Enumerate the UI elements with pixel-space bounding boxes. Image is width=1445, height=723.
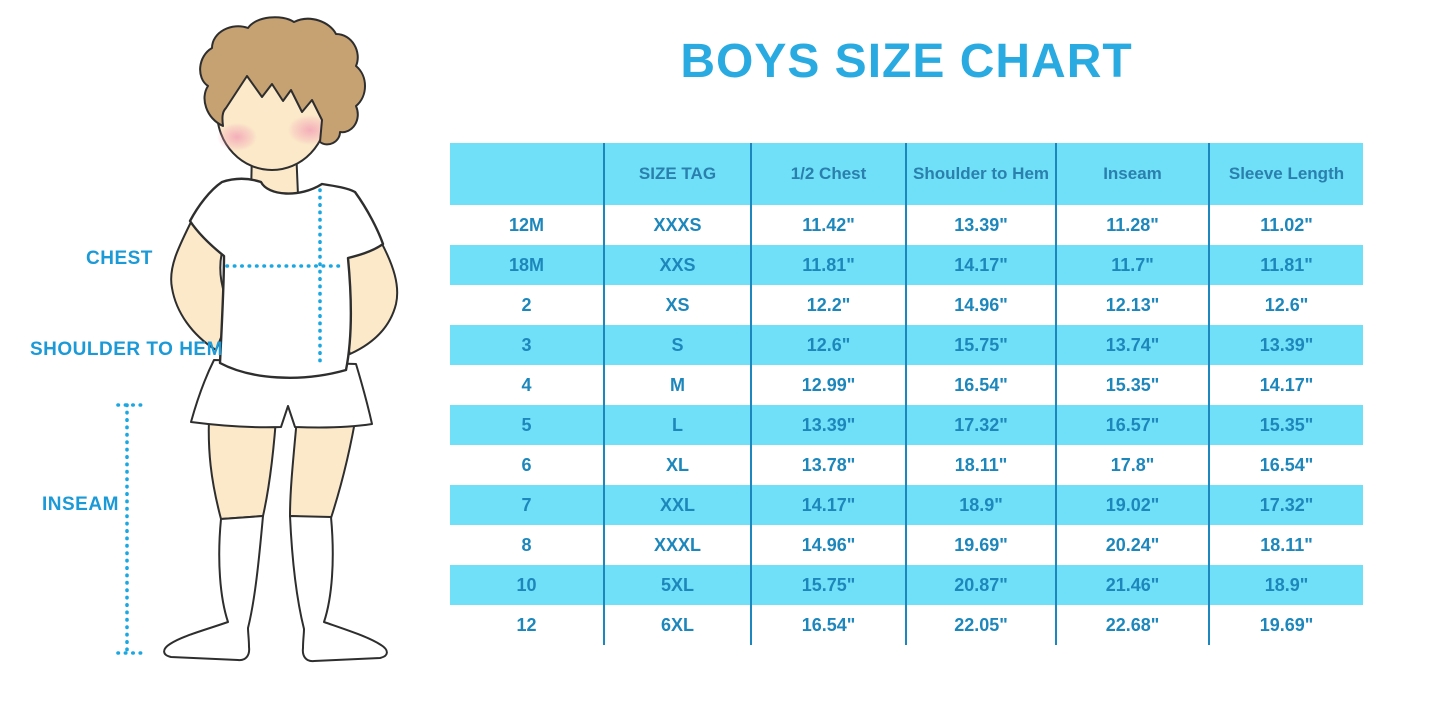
table-cell: 16.54" [750, 605, 905, 645]
table-cell: 18M [508, 254, 544, 275]
table-cell: 12 [516, 614, 537, 635]
table-cell: 12M [508, 214, 544, 235]
inseam-label: INSEAM [42, 494, 119, 515]
boy-measurement-figure-icon [116, 16, 399, 663]
table-cell: 13.39" [905, 205, 1055, 245]
table-cell: 21.46" [1055, 565, 1208, 605]
table-cell: 14.96" [750, 525, 905, 565]
table-row: 6 XL 13.78" 18.11" 17.8" 16.54" [450, 445, 1363, 485]
table-cell: 11.42" [750, 205, 905, 245]
column-header-half-chest: 1/2 Chest [750, 143, 905, 205]
table-cell: 18.9" [905, 485, 1055, 525]
table-cell: 22.68" [1055, 605, 1208, 645]
table-cell: S [603, 325, 750, 365]
table-cell: 10 [516, 574, 537, 595]
table-cell: 4 [521, 374, 532, 395]
table-cell: 2 [521, 294, 532, 315]
table-cell: 15.35" [1208, 405, 1363, 445]
table-cell: 17.32" [905, 405, 1055, 445]
table-cell: 19.69" [905, 525, 1055, 565]
table-cell: 14.17" [905, 245, 1055, 285]
table-cell: 18.9" [1208, 565, 1363, 605]
table-cell: 22.05" [905, 605, 1055, 645]
column-header-size [450, 143, 603, 205]
size-table: SIZE TAG 1/2 Chest Shoulder to Hem Insea… [450, 143, 1363, 645]
tshirt-shape [188, 177, 385, 379]
table-row: 12M XXXS 11.42" 13.39" 11.28" 11.02" [450, 205, 1363, 245]
table-cell: 12.99" [750, 365, 905, 405]
table-row: 5 L 13.39" 17.32" 16.57" 15.35" [450, 405, 1363, 445]
table-cell: 11.7" [1055, 245, 1208, 285]
table-header-row: SIZE TAG 1/2 Chest Shoulder to Hem Insea… [450, 143, 1363, 205]
table-cell: 12.6" [750, 325, 905, 365]
table-cell: XL [603, 445, 750, 485]
table-cell: 11.81" [1208, 245, 1363, 285]
size-table-body: 12M XXXS 11.42" 13.39" 11.28" 11.02" 18M XXS 11.… [450, 205, 1363, 645]
table-row: 10 5XL 15.75" 20.87" 21.46" 18.9" [450, 565, 1363, 605]
shorts-shape [190, 359, 373, 429]
column-header-inseam: Inseam [1055, 143, 1208, 205]
table-cell: 11.02" [1208, 205, 1363, 245]
table-cell: 14.17" [750, 485, 905, 525]
column-header-sleeve-length: Sleeve Length [1208, 143, 1363, 205]
left-sock-shape [163, 515, 264, 662]
table-cell: 20.87" [905, 565, 1055, 605]
table-cell: XXS [603, 245, 750, 285]
table-cell: 13.39" [750, 405, 905, 445]
table-row: 18M XXS 11.81" 14.17" 11.7" 11.81" [450, 245, 1363, 285]
table-row: 4 M 12.99" 16.54" 15.35" 14.17" [450, 365, 1363, 405]
table-cell: 20.24" [1055, 525, 1208, 565]
table-cell: XXXL [603, 525, 750, 565]
shoulder-to-hem-label: SHOULDER TO HEM [30, 339, 223, 360]
table-cell: 13.78" [750, 445, 905, 485]
table-cell: 12.13" [1055, 285, 1208, 325]
table-cell: 5 [521, 414, 532, 435]
table-cell: M [603, 365, 750, 405]
table-cell: 6 [521, 454, 532, 475]
table-cell: 16.54" [1208, 445, 1363, 485]
table-cell: 11.81" [750, 245, 905, 285]
table-cell: 17.8" [1055, 445, 1208, 485]
table-cell: 19.02" [1055, 485, 1208, 525]
table-cell: 12.2" [750, 285, 905, 325]
table-cell: 18.11" [905, 445, 1055, 485]
table-row: 3 S 12.6" 15.75" 13.74" 13.39" [450, 325, 1363, 365]
table-row: 2 XS 12.2" 14.96" 12.13" 12.6" [450, 285, 1363, 325]
table-cell: 15.75" [905, 325, 1055, 365]
table-cell: 5XL [603, 565, 750, 605]
table-cell: 13.39" [1208, 325, 1363, 365]
table-cell: 3 [521, 334, 532, 355]
table-cell: 7 [521, 494, 532, 515]
table-cell: 16.57" [1055, 405, 1208, 445]
table-row: 12 6XL 16.54" 22.05" 22.68" 19.69" [450, 605, 1363, 645]
table-cell: 18.11" [1208, 525, 1363, 565]
table-row: 8 XXXL 14.96" 19.69" 20.24" 18.11" [450, 525, 1363, 565]
table-cell: 17.32" [1208, 485, 1363, 525]
table-cell: 14.96" [905, 285, 1055, 325]
table-cell: 11.28" [1055, 205, 1208, 245]
table-cell: 12.6" [1208, 285, 1363, 325]
blush-left [217, 123, 257, 151]
column-header-size-tag: SIZE TAG [603, 143, 750, 205]
table-cell: L [603, 405, 750, 445]
table-cell: XXXS [603, 205, 750, 245]
hair-shape [199, 16, 366, 146]
table-cell: 16.54" [905, 365, 1055, 405]
table-cell: 14.17" [1208, 365, 1363, 405]
measurement-dotted-lines [116, 188, 347, 655]
table-cell: 15.75" [750, 565, 905, 605]
table-cell: 8 [521, 534, 532, 555]
table-cell: XXL [603, 485, 750, 525]
table-cell: 19.69" [1208, 605, 1363, 645]
table-cell: 13.74" [1055, 325, 1208, 365]
page-title: BOYS SIZE CHART [680, 35, 1133, 88]
table-row: 7 XXL 14.17" 18.9" 19.02" 17.32" [450, 485, 1363, 525]
table-cell: 6XL [603, 605, 750, 645]
chest-label: CHEST [86, 248, 153, 269]
table-cell: 15.35" [1055, 365, 1208, 405]
column-header-shoulder-to-hem: Shoulder to Hem [905, 143, 1055, 205]
table-cell: XS [603, 285, 750, 325]
right-sock-shape [289, 515, 388, 663]
